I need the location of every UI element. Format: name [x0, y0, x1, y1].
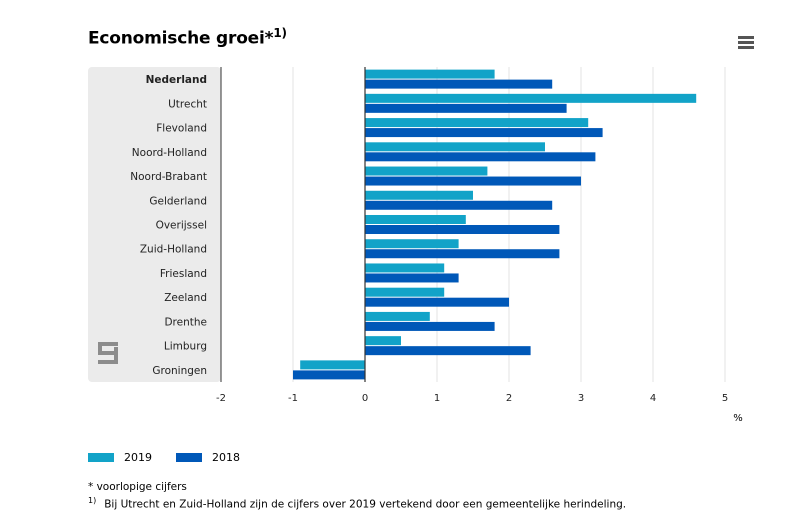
menu-line: [738, 36, 754, 39]
bar-2019-noord-holland[interactable]: [365, 142, 545, 152]
bar-2018-zeeland[interactable]: [365, 297, 509, 307]
x-tick-label: 3: [578, 393, 584, 404]
bar-2018-friesland[interactable]: [365, 273, 459, 283]
hamburger-menu-icon[interactable]: [736, 33, 756, 51]
bar-2018-nederland[interactable]: [365, 79, 553, 89]
bar-2018-limburg[interactable]: [365, 346, 531, 356]
x-tick-label: 5: [722, 393, 728, 404]
footnote-herindeling: 1) Bij Utrecht en Zuid-Holland zijn de ci…: [88, 494, 626, 512]
category-label: Limburg: [164, 341, 207, 353]
bar-2018-groningen[interactable]: [293, 370, 365, 380]
footnotes: * voorlopige cijfers 1) Bij Utrecht en Zu…: [88, 480, 626, 512]
legend-item-2018[interactable]: 2018: [176, 451, 240, 464]
x-axis-label: %: [733, 413, 743, 424]
category-label: Nederland: [146, 74, 207, 86]
bar-2019-limburg[interactable]: [365, 336, 401, 346]
bar-2019-zeeland[interactable]: [365, 287, 445, 297]
bar-2019-utrecht[interactable]: [365, 93, 697, 103]
category-labels: Nederland Utrecht Flevoland Noord-Holland No…: [130, 74, 207, 377]
category-label: Zeeland: [164, 292, 207, 304]
category-label: Zuid-Holland: [140, 244, 207, 256]
bar-2019-zuid-holland[interactable]: [365, 239, 459, 249]
category-label: Gelderland: [149, 195, 207, 207]
bar-2019-nederland[interactable]: [365, 69, 495, 79]
legend-swatch-2019: [88, 453, 114, 462]
bar-2019-friesland[interactable]: [365, 263, 445, 273]
category-label: Utrecht: [168, 98, 207, 110]
legend-label-2018: 2018: [212, 451, 240, 464]
x-tick-label: -1: [288, 393, 298, 404]
chart-title: Economische groei*1): [88, 26, 287, 49]
menu-line: [738, 41, 754, 44]
category-label: Friesland: [160, 268, 207, 280]
bar-2019-groningen[interactable]: [300, 360, 365, 370]
grid-lines: [220, 67, 726, 382]
bar-2019-gelderland[interactable]: [365, 190, 473, 200]
cbs-logo-icon: [98, 342, 118, 364]
footnote-voorlopig: * voorlopige cijfers: [88, 481, 187, 493]
bars: [293, 69, 697, 380]
bar-2019-flevoland[interactable]: [365, 118, 589, 128]
legend-swatch-2018: [176, 453, 202, 462]
bar-2019-noord-brabant[interactable]: [365, 166, 488, 176]
legend-item-2019[interactable]: 2019: [88, 451, 152, 464]
chart-title-text: Economische groei: [88, 28, 265, 49]
bar-2019-overijssel[interactable]: [365, 215, 466, 224]
x-tick-label: 4: [650, 393, 656, 404]
legend-label-2019: 2019: [124, 451, 152, 464]
x-tick-label: 1: [434, 393, 440, 404]
bar-2018-gelderland[interactable]: [365, 200, 553, 210]
bar-2019-drenthe[interactable]: [365, 311, 430, 321]
bar-2018-utrecht[interactable]: [365, 103, 567, 113]
bar-2018-noord-holland[interactable]: [365, 152, 596, 162]
title-marker: *: [264, 28, 274, 49]
bar-2018-overijssel[interactable]: [365, 225, 560, 234]
x-tick-label: -2: [216, 393, 226, 404]
bar-2018-zuid-holland[interactable]: [365, 249, 560, 259]
footnote-marker: 1): [88, 496, 97, 505]
category-label: Noord-Brabant: [130, 171, 207, 183]
bar-2018-noord-brabant[interactable]: [365, 176, 581, 186]
category-label: Noord-Holland: [132, 147, 207, 159]
bar-2018-flevoland[interactable]: [365, 128, 603, 138]
category-label: Groningen: [152, 365, 207, 377]
x-tick-label: 0: [362, 393, 368, 404]
category-label: Overijssel: [156, 220, 207, 232]
category-label: Flevoland: [156, 123, 207, 135]
x-tick-labels: -2 -1 0 1 2 3 4 5: [216, 393, 728, 404]
category-panel: [88, 67, 221, 382]
title-footnote-ref: 1): [273, 26, 287, 40]
footnote-text: Bij Utrecht en Zuid-Holland zijn de cijf…: [104, 498, 627, 511]
x-tick-label: 2: [506, 393, 512, 404]
category-label: Drenthe: [164, 316, 207, 328]
menu-line: [738, 46, 754, 49]
bar-2018-drenthe[interactable]: [365, 321, 495, 331]
chart-area: Nederland Utrecht Flevoland Noord-Holland No…: [88, 67, 743, 424]
